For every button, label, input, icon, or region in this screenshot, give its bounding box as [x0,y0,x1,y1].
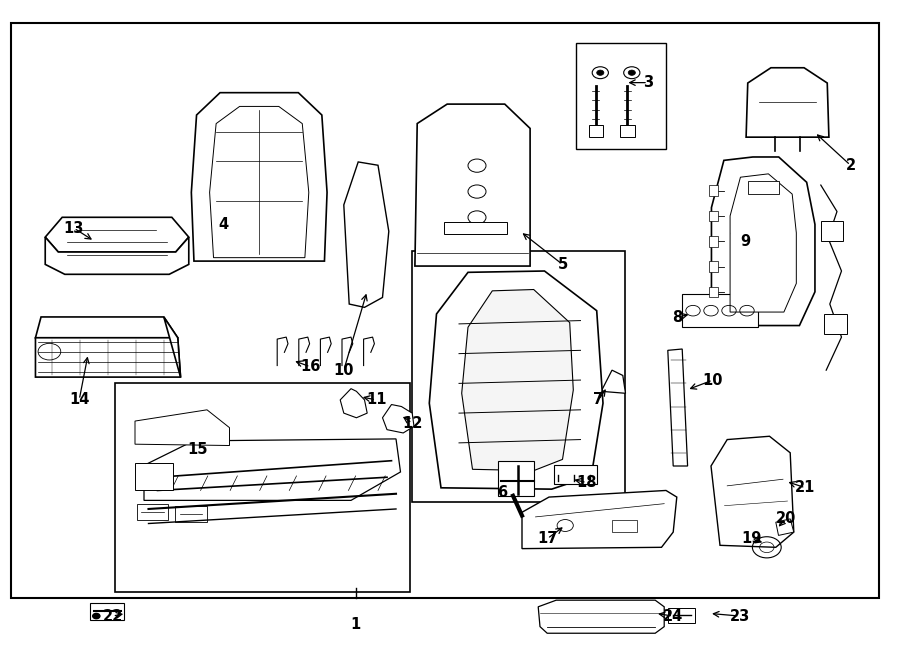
Polygon shape [429,271,603,489]
Bar [709,287,718,297]
Polygon shape [192,93,327,261]
Text: 3: 3 [643,75,653,90]
Polygon shape [45,237,189,274]
Polygon shape [522,490,677,549]
Polygon shape [344,162,389,307]
Text: 18: 18 [577,475,597,490]
Text: 20: 20 [776,512,796,526]
Text: 10: 10 [703,373,723,387]
Bar [115,383,410,592]
Bar [554,465,597,484]
Text: 10: 10 [334,363,354,377]
Text: 8: 8 [671,310,682,325]
Text: 12: 12 [402,416,422,430]
Bar [90,603,124,620]
Bar [444,222,507,234]
Polygon shape [776,519,794,535]
Text: 5: 5 [557,257,568,272]
Text: 19: 19 [742,531,761,546]
Bar [137,504,168,520]
Bar [824,314,847,334]
Circle shape [597,70,604,75]
Polygon shape [415,104,530,266]
Bar [612,520,637,532]
Text: 24: 24 [663,609,683,623]
Bar [498,461,534,496]
Text: 9: 9 [740,234,751,249]
Polygon shape [45,217,189,252]
Polygon shape [730,174,796,312]
Text: 21: 21 [796,481,815,495]
Text: 17: 17 [537,531,557,546]
Bar [821,221,843,241]
Bar [682,294,758,327]
Polygon shape [35,338,181,377]
Bar [576,43,666,149]
Bar [748,180,778,194]
Bar [709,211,718,221]
Polygon shape [462,290,573,471]
Polygon shape [210,106,309,258]
Bar [620,125,634,137]
Bar [11,23,879,598]
Text: 15: 15 [188,442,208,457]
Bar [709,185,718,196]
Text: 11: 11 [366,393,386,407]
Polygon shape [711,157,815,325]
Polygon shape [135,410,230,446]
Text: 16: 16 [301,360,320,374]
Polygon shape [144,439,400,500]
Polygon shape [538,600,664,633]
Polygon shape [668,349,688,466]
Polygon shape [711,436,794,547]
Polygon shape [601,370,626,393]
Text: 23: 23 [730,609,750,623]
Polygon shape [164,317,181,377]
Text: 14: 14 [69,393,89,407]
Text: 6: 6 [497,485,508,500]
Circle shape [628,70,635,75]
Text: 13: 13 [64,221,84,235]
Bar [412,251,625,502]
Bar [709,236,718,247]
Bar [668,608,695,623]
Text: 1: 1 [350,617,361,632]
Bar [589,125,603,137]
Text: 7: 7 [593,393,604,407]
Text: 2: 2 [845,158,856,173]
Text: 4: 4 [218,217,229,232]
Polygon shape [340,389,367,418]
Polygon shape [746,68,829,137]
Bar [135,463,173,490]
Text: 22: 22 [103,609,122,623]
Bar [176,506,207,522]
Polygon shape [382,405,414,433]
Polygon shape [35,317,178,338]
Circle shape [93,613,100,619]
Bar [709,261,718,272]
